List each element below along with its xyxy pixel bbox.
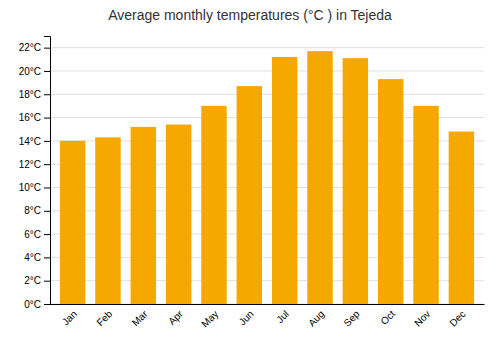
y-tick-label: 16°C xyxy=(19,112,41,123)
y-tick: 2°C xyxy=(24,275,50,286)
x-tick-label: Aug xyxy=(306,308,326,328)
x-tick: Dec xyxy=(447,308,467,328)
title: Average monthly temperatures (°C ) in Te… xyxy=(108,7,392,23)
y-tick-label: 10°C xyxy=(19,182,41,193)
x-tick: Oct xyxy=(378,308,397,327)
x-axis: Jan Feb Mar Apr May Jun Jul Aug Sep Oct Nov Dec xyxy=(51,305,485,330)
bar xyxy=(307,51,332,304)
bar xyxy=(237,86,262,304)
bar xyxy=(272,57,297,304)
y-tick: 0°C xyxy=(24,299,50,310)
x-tick: Jul xyxy=(274,308,291,325)
x-tick-label: Jan xyxy=(60,308,79,327)
plot: 0°C 2°C 4°C 6°C 8°C 10°C 12°C 14°C 16°C 18°C 20°C 2… xyxy=(19,37,485,330)
y-tick: 12°C xyxy=(19,159,50,170)
x-axis-line xyxy=(51,304,485,305)
x-tick-label: Jul xyxy=(274,308,291,325)
x-tick-label: Apr xyxy=(166,308,185,327)
bar xyxy=(201,106,226,304)
y-tick-mark xyxy=(44,304,50,305)
y-tick-label: 4°C xyxy=(24,252,41,263)
grid-line xyxy=(50,70,484,71)
y-tick: 22°C xyxy=(19,42,50,53)
x-tick-label: Oct xyxy=(378,308,397,327)
x-tick-label: Dec xyxy=(447,308,467,328)
y-tick-mark xyxy=(44,71,50,72)
y-tick-mark xyxy=(44,94,50,95)
x-tick-label: Sep xyxy=(341,308,362,329)
y-tick-label: 0°C xyxy=(24,299,41,310)
x-tick-label: May xyxy=(199,308,220,329)
y-tick-mark xyxy=(44,257,50,258)
x-tick: Nov xyxy=(412,308,432,328)
bar xyxy=(413,106,438,304)
x-tick-label: Nov xyxy=(412,308,432,328)
y-tick-mark xyxy=(44,187,50,188)
bars xyxy=(60,51,474,304)
bar xyxy=(378,79,403,304)
y-tick-mark xyxy=(44,118,50,119)
y-tick-mark xyxy=(44,234,50,235)
y-tick-label: 22°C xyxy=(19,42,41,53)
y-tick: 6°C xyxy=(24,229,50,240)
x-tick: Mar xyxy=(130,308,150,328)
y-tick: 16°C xyxy=(19,112,50,123)
x-tick-label: Mar xyxy=(130,308,150,328)
y-tick-label: 8°C xyxy=(24,205,41,216)
x-tick: Feb xyxy=(94,308,114,328)
y-tick: 4°C xyxy=(24,252,50,263)
y-axis-line xyxy=(44,37,51,305)
x-tick: Jan xyxy=(60,308,79,327)
bar xyxy=(95,137,120,304)
x-tick: Apr xyxy=(166,308,185,327)
grid-line xyxy=(50,47,484,48)
bar xyxy=(449,132,474,304)
y-tick: 14°C xyxy=(19,136,50,147)
y-tick-mark xyxy=(44,281,50,282)
y-tick-label: 12°C xyxy=(19,159,41,170)
x-tick: Sep xyxy=(341,308,362,329)
bar xyxy=(60,141,85,304)
y-tick: 8°C xyxy=(24,205,50,216)
grid-line xyxy=(50,94,484,95)
y-tick-mark xyxy=(44,141,50,142)
y-tick-label: 20°C xyxy=(19,66,41,77)
x-tick-label: Jun xyxy=(237,308,256,327)
y-tick: 20°C xyxy=(19,66,50,77)
bar xyxy=(131,127,156,304)
y-tick: 10°C xyxy=(19,182,50,193)
y-tick-mark xyxy=(44,164,50,165)
y-axis: 0°C 2°C 4°C 6°C 8°C 10°C 12°C 14°C 16°C 18°C 20°C 2… xyxy=(19,37,51,310)
x-tick: Aug xyxy=(306,308,326,328)
grid xyxy=(50,48,484,304)
y-tick-mark xyxy=(44,48,50,49)
y-tick: 18°C xyxy=(19,89,50,100)
y-tick-mark xyxy=(44,211,50,212)
y-tick-label: 6°C xyxy=(24,229,41,240)
y-tick-label: 14°C xyxy=(19,136,41,147)
bar xyxy=(166,125,191,304)
bar xyxy=(343,58,368,304)
x-tick: Jun xyxy=(237,308,256,327)
y-tick-label: 2°C xyxy=(24,275,41,286)
chart: Average monthly temperatures (°C ) in Te… xyxy=(0,0,500,350)
x-tick-label: Feb xyxy=(94,308,114,328)
y-tick-label: 18°C xyxy=(19,89,41,100)
x-tick: May xyxy=(199,308,220,329)
